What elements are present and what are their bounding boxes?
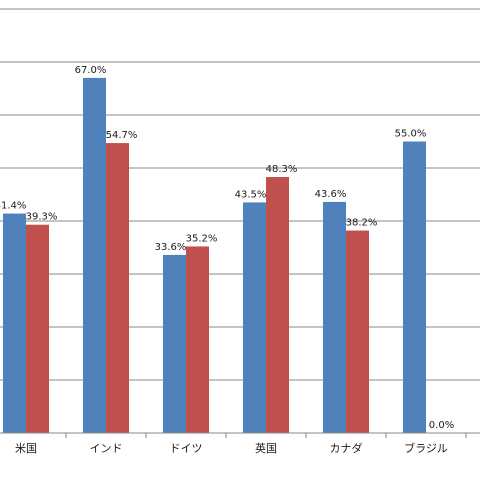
bar-series-2-3	[266, 177, 289, 433]
data-label-2-0: 39.3%	[26, 212, 58, 223]
data-label-2-3: 48.3%	[266, 164, 298, 175]
x-tick-label-0: 米国	[15, 442, 37, 455]
bar-series-2-2	[186, 246, 209, 433]
data-label-1-4: 43.6%	[315, 189, 347, 200]
data-labels: 41.4%39.3% 67.0% 54.7% 33.6%35.2% 43.5% 48.3%…	[0, 65, 454, 431]
bar-series-1-1	[83, 77, 106, 434]
bar-series-1-0	[3, 213, 26, 433]
x-tick-label-4: カナダ	[330, 441, 363, 455]
bar-series-1-3	[243, 202, 266, 433]
bar-series-1-2	[163, 254, 186, 433]
bar-series-2-4	[346, 230, 369, 433]
gridlines	[0, 8, 480, 381]
x-tick-label-3: 英国	[255, 441, 277, 455]
x-tick-label-2: ドイツ	[170, 442, 203, 455]
bar-series-1-5	[403, 141, 426, 433]
bar-series-1-4	[323, 201, 346, 433]
x-tick-label-5: ブラジル	[404, 441, 448, 455]
data-label-1-3: 43.5%	[235, 189, 267, 200]
x-tick-label-1: インド	[90, 442, 123, 455]
data-label-2-1: 54.7%	[106, 130, 138, 141]
data-label-2-5: 0.0%	[429, 420, 454, 431]
x-ticks: 米国インドドイツ英国カナダブラジルク(ス	[15, 433, 467, 455]
data-label-1-5: 55.0%	[395, 129, 427, 140]
data-label-1-1: 67.0%	[75, 65, 107, 76]
bars	[3, 77, 426, 434]
bar-series-2-1	[106, 143, 129, 433]
data-label-2-2: 35.2%	[186, 233, 218, 244]
data-label-1-0: 41.4%	[0, 201, 26, 212]
data-label-1-2: 33.6%	[155, 242, 187, 253]
bar-series-2-0	[26, 224, 49, 433]
data-label-2-4: 38.2%	[346, 218, 378, 229]
